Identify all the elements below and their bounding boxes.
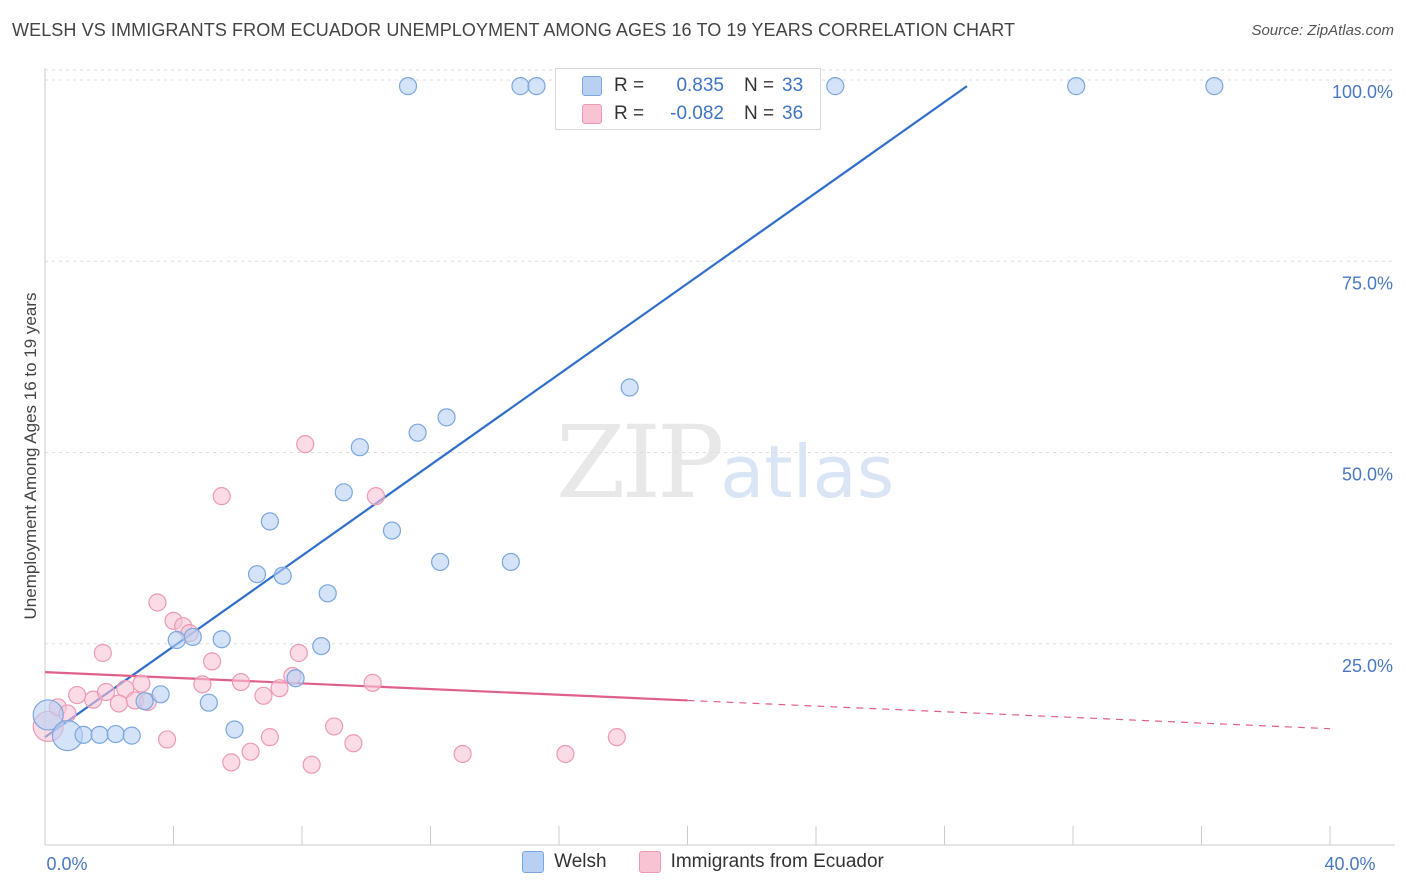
legend-n-label: N = [744,75,775,96]
ecuador-point [366,487,385,506]
welsh-point [106,724,125,744]
axes [44,68,1395,846]
welsh-point [511,77,530,96]
legend-r-value: 0.835 [676,75,724,96]
ecuador-point [202,652,222,671]
ecuador-point [109,694,128,713]
ecuador-point [556,744,575,764]
welsh-point [199,693,218,712]
ecuador-point [270,679,289,698]
welsh-point [382,521,402,540]
ecuador-point [157,730,177,749]
legend-row-welsh: R = 0.835 N = 33 [582,72,803,100]
ecuador-legend-swatch [638,851,661,873]
welsh-points [32,77,1224,752]
ecuador-point [296,435,315,454]
ecuador-point [212,487,231,506]
legend-r-label: R = [614,103,645,124]
welsh-swatch [582,76,602,96]
legend-n-value: 36 [782,103,804,124]
ecuador-point [132,674,151,693]
legend-label-welsh: Welsh [554,851,607,872]
watermark-zip: ZIP [556,404,724,521]
ecuador-point [96,682,116,702]
ecuador-points [32,435,626,774]
welsh-point [286,669,305,688]
legend-row-ecuador: R = -0.082 N = 36 [582,100,803,128]
legend-item-welsh[interactable]: Welsh [522,851,607,873]
ecuador-trend-extension [687,699,1331,730]
legend-n-label: N = [744,103,775,124]
welsh-point [273,566,292,585]
trend-lines [44,85,1331,739]
welsh-point [334,483,353,502]
welsh-point [1067,77,1086,96]
welsh-point [318,584,337,603]
welsh-point [260,512,279,531]
welsh-point [350,438,369,457]
ecuador-swatch [582,104,602,124]
welsh-point [431,552,450,572]
ecuador-point [363,673,382,692]
legend-n-value: 33 [782,75,804,96]
ecuador-point [222,753,241,772]
welsh-point [151,685,170,704]
welsh-point [212,630,231,649]
ecuador-point [241,742,260,761]
grid [45,69,1395,645]
legend-r-value: -0.082 [670,103,724,124]
watermark: ZIPatlas [556,404,894,521]
welsh-point [122,726,141,745]
correlation-legend: R = 0.835 N = 33 R = -0.082 N = 36 [555,68,821,130]
welsh-point [408,423,427,442]
welsh-point [527,77,546,96]
welsh-point [247,565,267,584]
welsh-point [90,725,109,744]
y-tick-label: 100.0% [1332,82,1393,102]
welsh-point [437,408,456,427]
ecuador-point [607,728,626,747]
tick-labels: 25.0% 50.0% 75.0% 100.0% 0.0% 40.0% [46,82,1393,874]
welsh-point [1205,77,1224,96]
ecuador-point [193,675,212,694]
ecuador-point [68,685,87,705]
welsh-point [398,77,418,96]
x-tick-label: 40.0% [1324,854,1375,874]
welsh-point [135,692,154,711]
legend-label-ecuador: Immigrants from Ecuador [670,851,884,872]
source-label: Source: ZipAtlas.com [1251,22,1394,39]
ecuador-point [344,734,363,753]
ecuador-point [93,643,112,663]
y-tick-label: 50.0% [1342,465,1393,485]
welsh-point [501,552,520,572]
welsh-point [183,627,202,647]
ecuador-point [148,593,167,612]
ecuador-point [289,643,308,663]
welsh-point [826,77,845,96]
legend-r-label: R = [614,75,645,96]
welsh-legend-swatch [522,851,545,873]
welsh-point [620,378,639,397]
welsh-point [167,630,186,650]
welsh-trend-line [44,85,968,739]
ecuador-point [453,744,472,764]
y-tick-label: 25.0% [1342,656,1393,676]
x-tick-label: 0.0% [46,854,87,874]
watermark-atlas: atlas [720,430,895,514]
welsh-point [32,699,64,731]
legend-item-ecuador[interactable]: Immigrants from Ecuador [638,851,884,873]
chart-title: WELSH VS IMMIGRANTS FROM ECUADOR UNEMPLO… [12,20,1016,40]
ecuador-point [260,728,279,747]
welsh-point [74,725,93,744]
ecuador-point [254,686,273,705]
ecuador-point [231,672,251,692]
y-tick-label: 75.0% [1342,273,1393,293]
ecuador-point [302,755,321,774]
welsh-point [225,720,244,739]
series-legend: Welsh Immigrants from Ecuador [0,851,1406,873]
welsh-point [312,636,331,656]
ecuador-point [325,717,344,736]
